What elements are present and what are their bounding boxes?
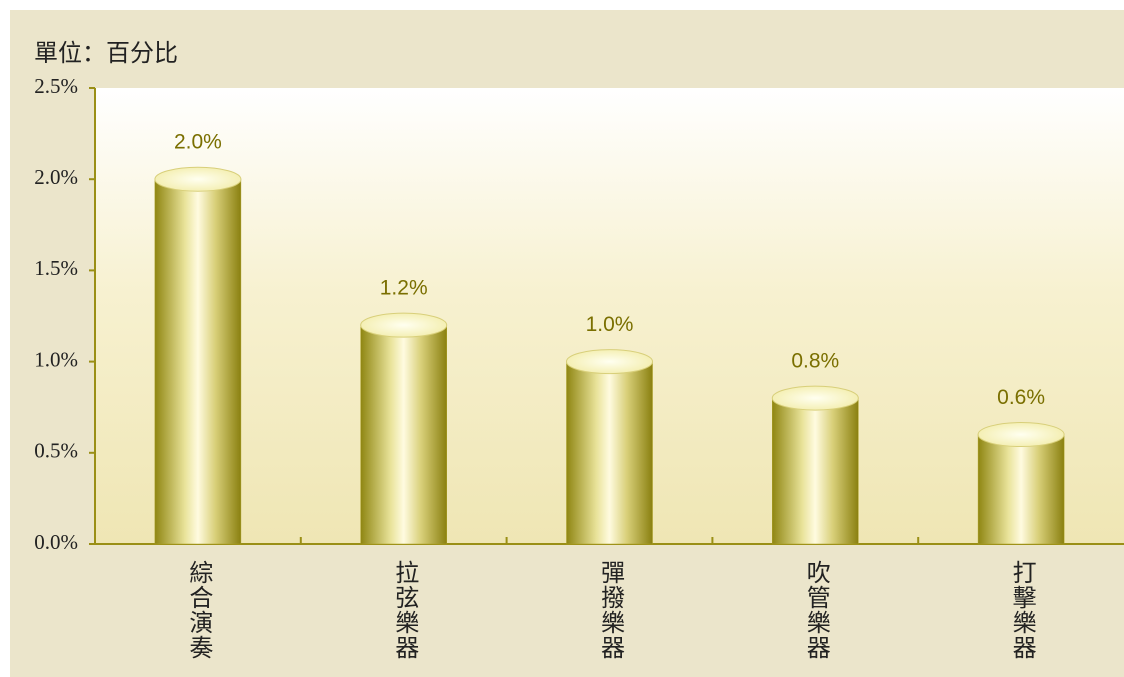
bar-cap	[566, 349, 653, 375]
bar-body	[566, 361, 653, 545]
x-tick-label: 吹管樂器	[802, 560, 830, 660]
value-label: 0.8%	[791, 350, 839, 373]
x-tick-label: 拉弦樂器	[391, 560, 419, 660]
y-tick-label: 0.0%	[34, 530, 78, 554]
value-label: 0.6%	[997, 386, 1045, 409]
bar	[360, 312, 448, 545]
bar	[977, 422, 1065, 545]
y-tick-label: 1.0%	[34, 347, 78, 371]
bar-cap	[771, 385, 859, 411]
x-tick-label: 彈撥樂器	[597, 560, 625, 660]
bar-body	[977, 434, 1065, 545]
bar-body	[772, 397, 859, 545]
x-tick-label: 綜合演奏	[185, 560, 213, 660]
y-tick-label: 0.5%	[34, 439, 78, 463]
bar-body	[360, 324, 447, 545]
x-tick-label: 打擊樂器	[1008, 560, 1036, 660]
value-label: 2.0%	[174, 131, 222, 154]
unit-label: 單位：百分比	[34, 39, 178, 67]
bar	[771, 385, 859, 545]
value-label: 1.0%	[586, 313, 634, 336]
bar-cap	[360, 312, 448, 338]
y-tick-label: 2.5%	[34, 74, 78, 98]
bar-cap	[154, 166, 242, 192]
y-tick-label: 2.0%	[34, 165, 78, 189]
bar-cap	[977, 422, 1065, 448]
value-label: 1.2%	[380, 277, 428, 300]
bar	[154, 166, 242, 545]
y-tick-label: 1.5%	[34, 256, 78, 280]
bar	[566, 349, 653, 545]
bar-body	[154, 178, 242, 545]
